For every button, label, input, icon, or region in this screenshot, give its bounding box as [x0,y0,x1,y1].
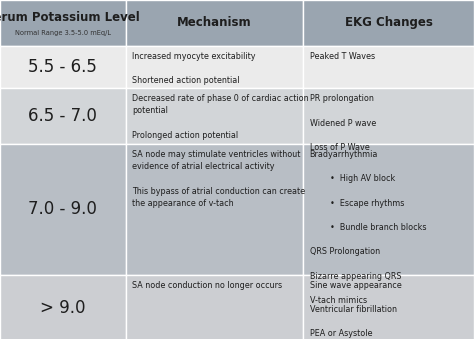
Text: > 9.0: > 9.0 [40,299,85,317]
Text: PR prolongation

Widened P wave

Loss of P Wave: PR prolongation Widened P wave Loss of P… [310,94,376,152]
Text: Normal Range 3.5-5.0 mEq/L: Normal Range 3.5-5.0 mEq/L [15,30,111,36]
Text: 7.0 - 9.0: 7.0 - 9.0 [28,200,97,218]
Bar [303,88,474,144]
Bar [126,0,303,46]
Text: Decreased rate of phase 0 of cardiac action
potential

Prolonged action potentia: Decreased rate of phase 0 of cardiac act… [132,94,309,140]
Bar [303,144,474,275]
Text: Increased myocyte excitability

Shortened action potential: Increased myocyte excitability Shortened… [132,52,255,85]
Text: Bradyarrhythmia

        •  High AV block

        •  Escape rhythms

        • : Bradyarrhythmia • High AV block • Escape… [310,150,426,305]
Text: SA node conduction no longer occurs: SA node conduction no longer occurs [132,281,282,290]
Bar [126,46,303,88]
Bar [0,0,126,46]
Bar [126,275,303,339]
Bar [303,275,474,339]
Text: Peaked T Waves: Peaked T Waves [310,52,374,61]
Bar [0,144,126,275]
Text: Serum Potassium Level: Serum Potassium Level [0,11,140,24]
Text: 5.5 - 6.5: 5.5 - 6.5 [28,58,97,76]
Text: Sine wave appearance

Ventricular fibrillation

PEA or Asystole: Sine wave appearance Ventricular fibrill… [310,281,401,338]
Text: Mechanism: Mechanism [177,16,252,29]
Bar [0,275,126,339]
Bar [0,46,126,88]
Bar [126,144,303,275]
Bar [0,88,126,144]
Text: 6.5 - 7.0: 6.5 - 7.0 [28,107,97,125]
Bar [126,88,303,144]
Bar [303,0,474,46]
Bar [303,46,474,88]
Text: EKG Changes: EKG Changes [345,16,433,29]
Text: SA node may stimulate ventricles without
evidence of atrial electrical activity
: SA node may stimulate ventricles without… [132,150,305,208]
